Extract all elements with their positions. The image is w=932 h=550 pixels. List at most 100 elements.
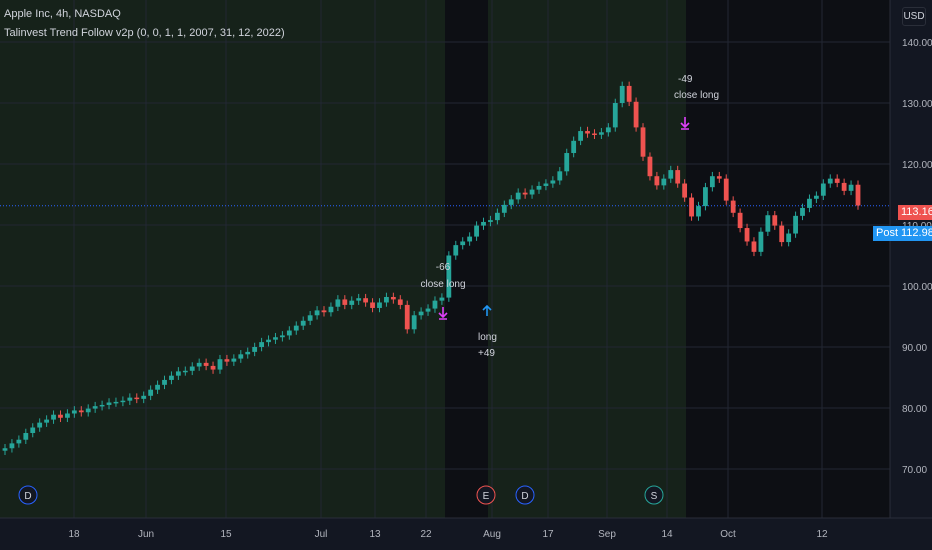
candle[interactable] — [16, 439, 22, 444]
candle[interactable] — [418, 311, 424, 316]
candle[interactable] — [827, 178, 833, 184]
candle[interactable] — [612, 103, 618, 128]
candle[interactable] — [210, 365, 216, 370]
candle[interactable] — [737, 212, 743, 229]
candle[interactable] — [189, 366, 195, 371]
candle[interactable] — [467, 236, 473, 242]
candle[interactable] — [273, 337, 278, 340]
candle[interactable] — [647, 156, 653, 177]
candle[interactable] — [155, 384, 160, 390]
candle[interactable] — [432, 300, 438, 309]
candle[interactable] — [2, 448, 8, 451]
candle[interactable] — [259, 342, 264, 347]
candle[interactable] — [619, 85, 625, 103]
candle[interactable] — [557, 171, 563, 181]
candle[interactable] — [203, 362, 209, 366]
candle[interactable] — [71, 410, 77, 414]
candle[interactable] — [689, 197, 694, 217]
candle[interactable] — [508, 199, 514, 205]
candle[interactable] — [529, 189, 535, 195]
candle[interactable] — [765, 215, 771, 232]
candle[interactable] — [314, 310, 320, 316]
candle[interactable] — [488, 220, 493, 222]
candle[interactable] — [390, 296, 396, 300]
candle[interactable] — [779, 225, 785, 243]
candle[interactable] — [349, 300, 355, 305]
candle[interactable] — [196, 362, 202, 367]
event-marker[interactable] — [476, 485, 496, 505]
exit-signal-icon[interactable] — [438, 307, 448, 320]
candle[interactable] — [252, 347, 258, 352]
candle[interactable] — [134, 397, 140, 400]
price-axis[interactable] — [890, 0, 932, 550]
candle[interactable] — [106, 402, 112, 405]
event-marker[interactable] — [515, 485, 535, 505]
candle[interactable] — [696, 206, 701, 217]
candle[interactable] — [786, 233, 792, 243]
candle[interactable] — [99, 404, 105, 407]
currency-label[interactable]: USD — [902, 7, 926, 26]
candle[interactable] — [370, 302, 375, 308]
candle[interactable] — [44, 419, 50, 423]
candle[interactable] — [564, 153, 570, 172]
candle[interactable] — [474, 225, 479, 237]
candle[interactable] — [148, 389, 154, 396]
candle[interactable] — [377, 302, 382, 308]
candle[interactable] — [224, 359, 230, 362]
candle[interactable] — [51, 414, 56, 420]
candle[interactable] — [494, 212, 500, 221]
candle[interactable] — [23, 433, 29, 440]
candle[interactable] — [286, 330, 292, 336]
candle[interactable] — [723, 178, 729, 201]
candle[interactable] — [682, 183, 688, 198]
candle[interactable] — [92, 406, 98, 409]
candle[interactable] — [744, 228, 750, 242]
candle[interactable] — [182, 370, 188, 373]
candle[interactable] — [279, 335, 285, 338]
candle[interactable] — [605, 127, 611, 133]
candle[interactable] — [550, 180, 556, 184]
candle[interactable] — [363, 298, 369, 303]
entry-signal-icon[interactable] — [482, 304, 492, 316]
candle[interactable] — [231, 358, 237, 362]
candle[interactable] — [543, 183, 549, 186]
candle[interactable] — [571, 140, 577, 154]
candle[interactable] — [113, 401, 119, 404]
candle[interactable] — [661, 178, 667, 186]
candle[interactable] — [384, 296, 389, 303]
candle[interactable] — [730, 200, 736, 213]
candle[interactable] — [446, 255, 452, 298]
candle[interactable] — [834, 178, 840, 183]
candle[interactable] — [460, 241, 466, 246]
candle[interactable] — [793, 215, 798, 234]
candle[interactable] — [307, 315, 313, 321]
candle[interactable] — [848, 184, 854, 191]
candle[interactable] — [515, 192, 521, 200]
exit-signal-icon[interactable] — [680, 117, 690, 130]
candle[interactable] — [654, 176, 660, 186]
candle[interactable] — [30, 427, 36, 434]
candle[interactable] — [439, 297, 445, 301]
candle[interactable] — [820, 183, 826, 196]
candle[interactable] — [342, 299, 348, 305]
candle[interactable] — [411, 315, 417, 330]
candle[interactable] — [328, 306, 334, 313]
candle[interactable] — [640, 127, 646, 157]
candle[interactable] — [841, 182, 847, 191]
candle[interactable] — [578, 131, 584, 141]
candle[interactable] — [217, 359, 223, 370]
candle[interactable] — [404, 304, 410, 330]
candle[interactable] — [127, 397, 133, 401]
candle[interactable] — [293, 325, 299, 331]
candle[interactable] — [585, 131, 590, 134]
candle[interactable] — [425, 308, 431, 312]
candle[interactable] — [169, 375, 174, 380]
candle[interactable] — [141, 395, 147, 399]
candle[interactable] — [536, 185, 542, 190]
candle[interactable] — [668, 170, 674, 179]
candle[interactable] — [751, 241, 757, 252]
candle[interactable] — [599, 132, 604, 135]
chart-title[interactable]: Apple Inc, 4h, NASDAQ — [4, 8, 121, 20]
candle[interactable] — [807, 198, 812, 208]
candle[interactable] — [675, 170, 681, 184]
